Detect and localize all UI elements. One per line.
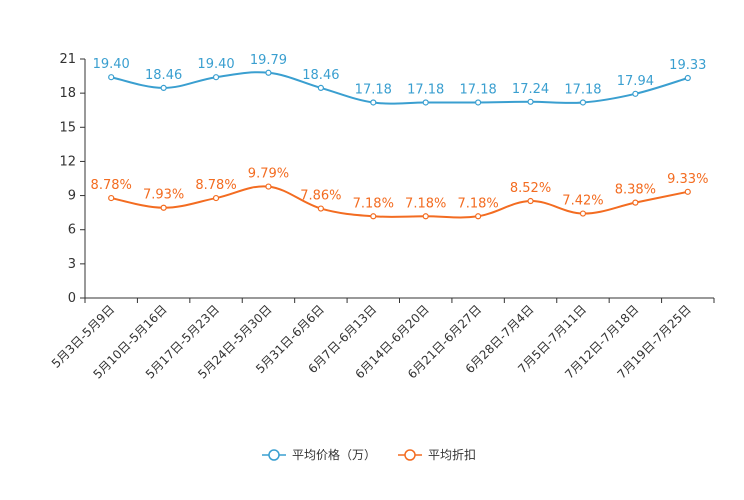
data-point (579, 210, 587, 217)
series-line-2 (111, 185, 688, 219)
data-label: 17.94 (617, 74, 654, 89)
data-label: 17.18 (407, 82, 444, 97)
y-tick-label: 18 (59, 86, 76, 101)
data-label: 7.93% (143, 188, 184, 203)
y-tick-label: 9 (68, 189, 76, 204)
data-point (527, 197, 534, 205)
data-label: 7.18% (405, 196, 446, 211)
data-label: 17.18 (564, 82, 601, 97)
y-tick-label: 21 (59, 52, 76, 67)
data-point (212, 74, 220, 81)
data-point (265, 183, 272, 190)
series-line-1 (111, 71, 689, 105)
data-point (212, 194, 220, 202)
data-point (108, 74, 115, 81)
data-label: 8.78% (91, 178, 132, 193)
data-label: 18.46 (302, 68, 339, 83)
data-point (422, 213, 429, 220)
data-label: 19.33 (669, 58, 706, 73)
data-label: 8.38% (615, 183, 656, 198)
data-point (160, 204, 167, 211)
data-label: 7.86% (300, 189, 341, 204)
y-tick-label: 3 (68, 257, 76, 272)
legend-label: 平均价格（万） (292, 447, 376, 462)
y-tick-label: 12 (59, 154, 76, 169)
data-point (370, 213, 377, 220)
data-label: 9.33% (667, 172, 708, 187)
data-point (317, 84, 324, 92)
data-label: 7.18% (353, 196, 394, 211)
data-label: 17.24 (512, 82, 549, 97)
legend-marker (268, 449, 280, 461)
data-label: 19.79 (250, 53, 287, 68)
data-label: 19.40 (197, 57, 234, 72)
data-point (160, 84, 167, 92)
data-point (579, 99, 587, 106)
data-point (422, 99, 429, 106)
legend-label: 平均折扣 (428, 447, 476, 462)
data-point (475, 213, 482, 220)
y-tick-label: 15 (59, 120, 76, 135)
data-point (684, 188, 691, 195)
data-label: 8.78% (195, 178, 236, 193)
data-label: 7.18% (457, 196, 498, 211)
data-point (475, 99, 482, 106)
data-point (632, 90, 639, 97)
legend-marker (404, 449, 416, 461)
data-point (108, 194, 115, 202)
data-label: 8.52% (510, 181, 551, 196)
data-point (317, 205, 324, 212)
y-tick-label: 0 (68, 291, 76, 306)
data-label: 7.42% (562, 194, 603, 209)
data-label: 17.18 (460, 82, 497, 97)
data-point (684, 74, 691, 82)
data-label: 17.18 (355, 82, 392, 97)
data-point (370, 99, 377, 106)
data-point (265, 69, 272, 76)
y-tick-label: 6 (68, 223, 76, 238)
data-label: 19.40 (93, 57, 130, 72)
data-label: 18.46 (145, 68, 182, 83)
data-point (632, 199, 639, 206)
data-point (527, 98, 534, 105)
data-label: 9.79% (248, 167, 289, 182)
